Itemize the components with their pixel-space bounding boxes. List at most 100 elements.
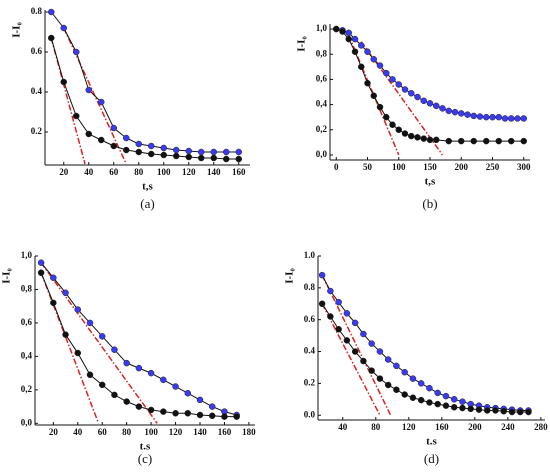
data-point — [370, 56, 377, 63]
data-point — [395, 81, 402, 88]
x-tick-label: 40 — [73, 427, 83, 437]
data-point — [172, 410, 179, 417]
data-point — [495, 137, 502, 145]
data-point — [475, 406, 483, 413]
data-point — [339, 28, 346, 35]
x-tick-label: 200 — [468, 422, 482, 432]
data-point — [318, 300, 326, 308]
data-point — [476, 113, 484, 120]
data-point — [433, 136, 440, 144]
data-point — [420, 97, 427, 105]
x-tick-label: 0 — [334, 162, 339, 172]
y-tick-label: 0.0 — [304, 409, 316, 419]
data-point — [508, 408, 516, 416]
data-point — [351, 319, 359, 327]
x-tick-label: 140 — [207, 167, 221, 177]
data-point — [235, 148, 242, 156]
y-tick-label: 0,6 — [316, 73, 328, 83]
y-tick-label: 0.8 — [31, 6, 43, 16]
data-point — [98, 136, 105, 144]
data-point — [184, 389, 192, 397]
data-point — [221, 413, 228, 420]
data-point — [360, 357, 367, 365]
data-point — [508, 137, 515, 145]
y-tick-label: 1,0 — [21, 250, 33, 260]
caption: (a) — [140, 196, 154, 211]
data-point — [235, 155, 242, 163]
x-tick-label: 80 — [371, 422, 381, 432]
data-point — [327, 287, 334, 295]
data-point — [467, 405, 474, 413]
data-point — [450, 396, 458, 403]
data-point — [74, 306, 82, 313]
caption: (b) — [422, 196, 437, 211]
data-point — [50, 274, 57, 282]
data-point — [414, 93, 421, 101]
data-point — [50, 299, 57, 307]
data-point — [384, 381, 392, 389]
data-point — [318, 271, 326, 279]
data-point — [360, 330, 367, 338]
data-point — [37, 259, 45, 266]
data-point — [86, 319, 94, 327]
data-point — [123, 359, 130, 367]
data-point — [383, 113, 390, 121]
x-tick-label: 300 — [517, 162, 531, 172]
data-point — [364, 48, 371, 55]
data-point — [525, 408, 532, 416]
x-tick-label: 60 — [98, 427, 108, 437]
x-tick-label: 120 — [169, 427, 183, 437]
caption: (d) — [424, 451, 439, 466]
data-point — [364, 79, 371, 87]
data-point — [335, 298, 342, 306]
y-tick-label: 0,4 — [21, 350, 33, 360]
data-point — [73, 112, 80, 120]
series-line — [50, 37, 239, 160]
data-point — [426, 100, 434, 107]
data-point — [520, 115, 527, 122]
data-point — [409, 375, 417, 382]
y-tick-label: 1,0 — [316, 23, 328, 33]
y-tick-label: 0,8 — [21, 284, 33, 294]
tangent-line — [40, 272, 100, 424]
data-point — [417, 396, 425, 404]
data-point — [160, 376, 167, 384]
x-tick-label: 50 — [363, 162, 373, 172]
data-point — [514, 115, 521, 122]
data-point — [196, 411, 204, 419]
data-point — [148, 150, 155, 158]
x-tick-label: 250 — [486, 162, 500, 172]
data-point — [351, 348, 359, 355]
x-axis-label: t,s — [425, 176, 436, 188]
tangent-line — [321, 303, 381, 416]
data-point — [351, 48, 359, 55]
data-point — [395, 126, 402, 134]
data-point — [333, 25, 340, 33]
data-point — [135, 364, 143, 372]
x-tick-label: 20 — [59, 167, 69, 177]
data-point — [408, 90, 415, 97]
x-axis-label: t.s — [140, 441, 151, 453]
data-point — [160, 144, 167, 152]
y-tick-label: 0.2 — [304, 377, 316, 387]
x-tick-label: 280 — [534, 422, 548, 432]
y-tick-label: 0,2 — [316, 124, 328, 134]
data-point — [345, 35, 352, 43]
data-point — [160, 408, 167, 415]
y-tick-label: 0,0 — [316, 149, 328, 159]
data-point — [111, 391, 118, 399]
data-point — [401, 368, 408, 376]
data-point — [147, 369, 155, 377]
data-point — [376, 348, 384, 355]
x-tick-label: 120 — [182, 167, 196, 177]
x-tick-label: 40 — [338, 422, 348, 432]
data-point — [173, 152, 180, 160]
tangent-line — [40, 262, 158, 424]
x-tick-label: 240 — [501, 422, 515, 432]
data-point — [433, 102, 440, 110]
data-point — [408, 132, 415, 140]
y-tick-label: 0,4 — [316, 99, 328, 109]
data-point — [483, 137, 490, 145]
x-tick-label: 140 — [193, 427, 207, 437]
